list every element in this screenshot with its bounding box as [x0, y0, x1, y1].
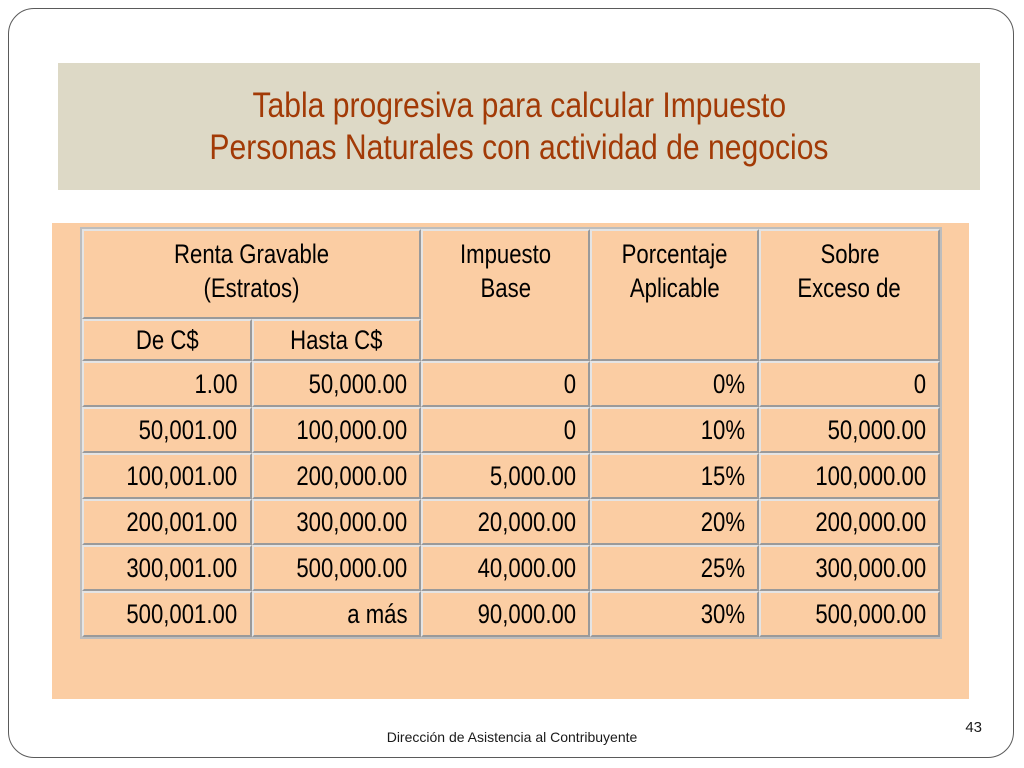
cell-de: 50,001.00	[82, 407, 252, 453]
header-de-label: De C$	[135, 325, 199, 355]
slide-title-line-2: Personas Naturales con actividad de nego…	[209, 127, 829, 167]
cell-impuesto-base-value: 40,000.00	[477, 553, 576, 583]
cell-impuesto-base-value: 5,000.00	[489, 461, 576, 491]
header-renta-gravable-line-1: Renta Gravable	[174, 239, 330, 269]
cell-impuesto-base: 0	[421, 361, 590, 407]
cell-de: 500,001.00	[82, 591, 252, 637]
cell-de-value: 300,001.00	[126, 553, 238, 583]
cell-porcentaje: 25%	[589, 545, 760, 591]
cell-de-value: 500,001.00	[126, 599, 238, 629]
cell-sobre-exceso-value: 0	[913, 369, 926, 399]
slide-title-line-1: Tabla progresiva para calcular Impuesto	[252, 85, 786, 125]
cell-hasta: 500,000.00	[251, 545, 422, 591]
title-band: Tabla progresiva para calcular Impuesto …	[58, 63, 980, 190]
cell-porcentaje: 0%	[589, 361, 760, 407]
header-sobre-line-2: Exceso de	[797, 273, 902, 303]
cell-hasta-value: 300,000.00	[296, 507, 408, 537]
cell-impuesto-base-value: 0	[563, 415, 576, 445]
cell-impuesto-base: 5,000.00	[421, 453, 590, 499]
cell-hasta-value: 100,000.00	[296, 415, 408, 445]
cell-de: 100,001.00	[82, 453, 252, 499]
sub-header-row: De C$ Hasta C$	[82, 319, 940, 361]
cell-impuesto-base-value: 20,000.00	[477, 507, 576, 537]
cell-de: 200,001.00	[82, 499, 252, 545]
header-impuesto-base-line-2: Base	[480, 273, 531, 303]
header-renta-gravable-line-2: (Estratos)	[203, 273, 300, 303]
slide-number: 43	[965, 719, 982, 736]
table-row: 1.00 50,000.00 0 0% 0	[82, 361, 940, 407]
cell-sobre-exceso: 50,000.00	[759, 407, 940, 453]
cell-hasta: 200,000.00	[251, 453, 422, 499]
cell-de: 300,001.00	[82, 545, 252, 591]
cell-sobre-exceso-value: 300,000.00	[815, 553, 926, 583]
cell-de-value: 100,001.00	[126, 461, 238, 491]
slide-footer: Dirección de Asistencia al Contribuyente	[386, 729, 638, 745]
header-row: Renta Gravable (Estratos) Impuesto Base …	[82, 229, 940, 361]
cell-impuesto-base: 20,000.00	[421, 499, 590, 545]
cell-porcentaje: 30%	[589, 591, 760, 637]
cell-sobre-exceso: 100,000.00	[759, 453, 940, 499]
cell-sobre-exceso: 0	[759, 361, 940, 407]
cell-sobre-exceso-value: 100,000.00	[815, 461, 926, 491]
table-row: 200,001.00 300,000.00 20,000.00 20% 200,…	[82, 499, 940, 545]
cell-hasta: 50,000.00	[251, 361, 422, 407]
cell-sobre-exceso: 300,000.00	[759, 545, 940, 591]
cell-porcentaje: 15%	[589, 453, 760, 499]
cell-sobre-exceso-value: 50,000.00	[827, 415, 926, 445]
cell-porcentaje-value: 10%	[700, 415, 746, 445]
cell-sobre-exceso-value: 200,000.00	[815, 507, 926, 537]
cell-porcentaje-value: 15%	[700, 461, 746, 491]
cell-de-value: 50,001.00	[139, 415, 238, 445]
cell-de-value: 200,001.00	[126, 507, 238, 537]
header-porcentaje-line-2: Aplicable	[629, 273, 720, 303]
cell-sobre-exceso-value: 500,000.00	[815, 599, 926, 629]
cell-hasta: 300,000.00	[251, 499, 422, 545]
cell-hasta-value: 50,000.00	[308, 369, 408, 399]
table-row: 300,001.00 500,000.00 40,000.00 25% 300,…	[82, 545, 940, 591]
table-row: 50,001.00 100,000.00 0 10% 50,000.00	[82, 407, 940, 453]
header-renta-gravable: Renta Gravable (Estratos)	[82, 229, 422, 319]
cell-porcentaje-value: 20%	[700, 507, 746, 537]
cell-hasta: a más	[251, 591, 422, 637]
cell-sobre-exceso: 200,000.00	[759, 499, 940, 545]
cell-hasta-value: a más	[346, 599, 408, 629]
header-de: De C$	[82, 319, 252, 361]
table-row: 100,001.00 200,000.00 5,000.00 15% 100,0…	[82, 453, 940, 499]
cell-impuesto-base-value: 0	[563, 369, 576, 399]
header-sobre-exceso: Sobre Exceso de	[759, 229, 940, 361]
cell-hasta: 100,000.00	[251, 407, 422, 453]
header-hasta-label: Hasta C$	[290, 325, 383, 355]
table-row: 500,001.00 a más 90,000.00 30% 500,000.0…	[82, 591, 940, 637]
cell-hasta-value: 200,000.00	[296, 461, 408, 491]
header-hasta: Hasta C$	[251, 319, 422, 361]
cell-sobre-exceso: 500,000.00	[759, 591, 940, 637]
cell-impuesto-base-value: 90,000.00	[477, 599, 576, 629]
cell-porcentaje-value: 25%	[700, 553, 746, 583]
cell-impuesto-base: 0	[421, 407, 590, 453]
header-porcentaje-line-1: Porcentaje	[621, 239, 728, 269]
tax-table: Renta Gravable (Estratos) Impuesto Base …	[80, 227, 942, 639]
cell-porcentaje-value: 0%	[713, 369, 746, 399]
cell-impuesto-base: 40,000.00	[421, 545, 590, 591]
header-sobre-line-1: Sobre	[819, 239, 880, 269]
cell-porcentaje-value: 30%	[700, 599, 746, 629]
header-impuesto-base-line-1: Impuesto	[459, 239, 552, 269]
cell-porcentaje: 10%	[589, 407, 760, 453]
cell-hasta-value: 500,000.00	[296, 553, 408, 583]
cell-impuesto-base: 90,000.00	[421, 591, 590, 637]
cell-de: 1.00	[82, 361, 252, 407]
cell-de-value: 1.00	[194, 369, 238, 399]
cell-porcentaje: 20%	[589, 499, 760, 545]
header-impuesto-base: Impuesto Base	[421, 229, 590, 361]
header-porcentaje-aplicable: Porcentaje Aplicable	[589, 229, 760, 361]
